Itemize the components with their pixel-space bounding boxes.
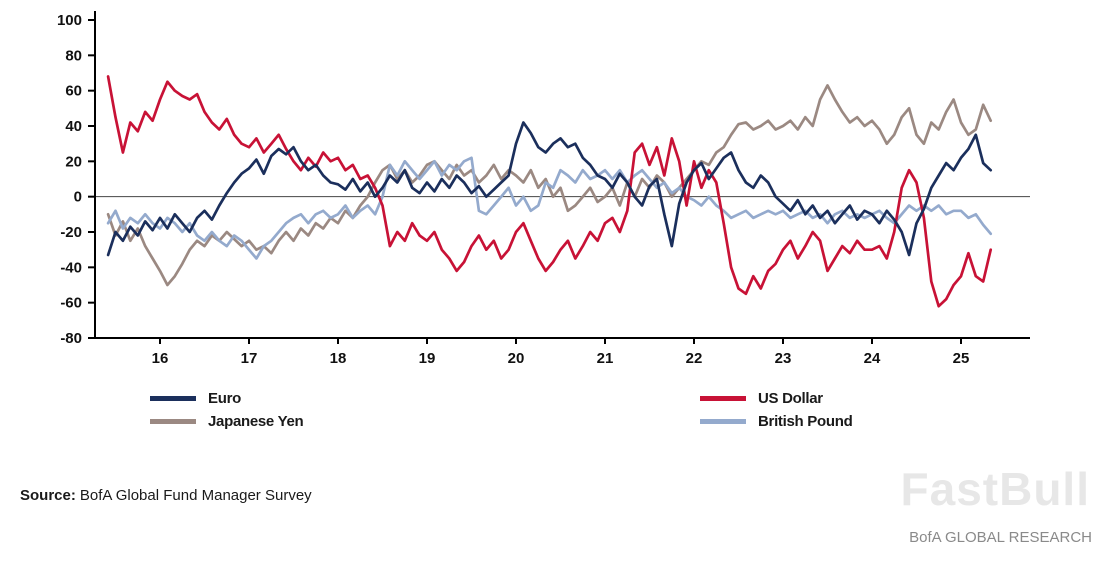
legend-swatch-euro [150, 396, 196, 401]
currency-positioning-line-chart: 100 80 60 40 20 0 -20 -40 -60 -80 16 17 18 19 20 21 22 23… [57, 11, 1030, 367]
svg-text:24: 24 [864, 350, 881, 367]
svg-text:16: 16 [152, 350, 169, 367]
svg-text:22: 22 [686, 350, 703, 367]
legend-swatch-japanese-yen [150, 419, 196, 424]
legend-label-british-pound: British Pound [758, 413, 853, 430]
source-text: BofA Global Fund Manager Survey [79, 487, 312, 504]
legend-label-euro: Euro [208, 390, 241, 407]
svg-text:19: 19 [419, 350, 436, 367]
svg-text:23: 23 [775, 350, 792, 367]
svg-text:0: 0 [74, 189, 82, 206]
svg-text:17: 17 [241, 350, 258, 367]
source-label: Source: [20, 487, 76, 504]
legend-label-japanese-yen: Japanese Yen [208, 413, 304, 430]
svg-text:18: 18 [330, 350, 347, 367]
svg-text:-40: -40 [60, 259, 82, 276]
legend-item-us-dollar: US Dollar [700, 390, 852, 407]
source-line: Source: BofA Global Fund Manager Survey [20, 487, 312, 504]
legend-label-us-dollar: US Dollar [758, 390, 823, 407]
chart-legend: Euro US Dollar Japanese Yen British Poun… [150, 390, 853, 430]
svg-text:100: 100 [57, 12, 82, 29]
svg-text:25: 25 [953, 350, 970, 367]
svg-text:-80: -80 [60, 330, 82, 347]
legend-swatch-us-dollar [700, 396, 746, 401]
svg-text:80: 80 [65, 47, 82, 64]
svg-text:40: 40 [65, 118, 82, 135]
legend-item-euro: Euro [150, 390, 700, 407]
svg-text:-60: -60 [60, 295, 82, 312]
svg-text:21: 21 [597, 350, 614, 367]
legend-item-japanese-yen: Japanese Yen [150, 413, 700, 430]
legend-item-british-pound: British Pound [700, 413, 853, 430]
svg-text:60: 60 [65, 83, 82, 100]
bofa-global-research-label: BofA GLOBAL RESEARCH [909, 529, 1092, 546]
svg-text:20: 20 [508, 350, 525, 367]
fastbull-watermark: FastBull [900, 463, 1090, 515]
svg-text:-20: -20 [60, 224, 82, 241]
svg-text:20: 20 [65, 153, 82, 170]
legend-swatch-british-pound [700, 419, 746, 424]
